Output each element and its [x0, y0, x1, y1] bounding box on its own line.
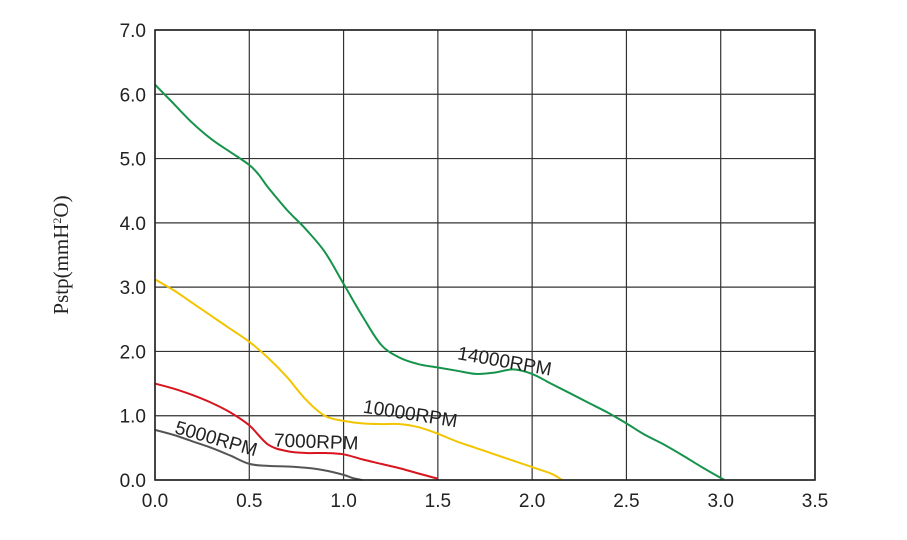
y-tick-label: 7.0	[120, 21, 146, 42]
series-line-14000rpm	[154, 83, 725, 481]
y-axis-ticks: 0.0 1.0 2.0 3.0 4.0 5.0 6.0 7.0	[120, 21, 146, 492]
y-tick-label: 1.0	[120, 407, 146, 428]
x-tick-label: 3.5	[802, 491, 828, 512]
series-line-10000rpm	[154, 278, 563, 481]
y-tick-label: 5.0	[120, 150, 146, 171]
plot-frame	[154, 29, 816, 481]
grid-lines	[154, 29, 816, 481]
y-axis-label: Pstp(mmH2O)	[49, 195, 73, 314]
curve-label-7000rpm: 7000RPM	[274, 431, 359, 455]
series-line-5000rpm	[154, 428, 363, 481]
x-tick-label: 1.5	[425, 491, 451, 512]
x-tick-label: 1.0	[330, 491, 356, 512]
x-tick-label: 0.5	[236, 491, 262, 512]
x-tick-label: 3.0	[708, 491, 734, 512]
y-tick-label: 2.0	[120, 342, 146, 363]
series-line-7000rpm	[154, 382, 439, 480]
y-tick-label: 6.0	[120, 85, 146, 106]
x-tick-label: 2.0	[519, 491, 545, 512]
y-tick-label: 4.0	[120, 214, 146, 235]
x-tick-label: 2.5	[613, 491, 639, 512]
curves	[154, 83, 725, 481]
x-tick-label: 0.0	[142, 491, 168, 512]
y-tick-label: 3.0	[120, 278, 146, 299]
y-tick-label: 0.0	[120, 471, 146, 492]
curve-label-14000rpm: 14000RPM	[456, 343, 553, 380]
curve-label-10000rpm: 10000RPM	[362, 397, 459, 433]
x-axis-ticks: 0.0 0.5 1.0 1.5 2.0 2.5 3.0 3.5	[142, 491, 828, 512]
